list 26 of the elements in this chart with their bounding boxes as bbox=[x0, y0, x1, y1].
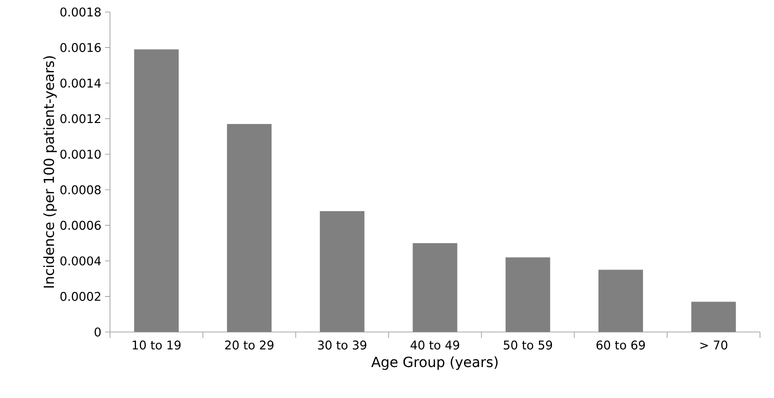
bar bbox=[412, 243, 458, 332]
y-tick-label: 0.0004 bbox=[60, 256, 101, 266]
y-tick-label: 0.0002 bbox=[60, 292, 100, 301]
y-tick-label: 0.0012 bbox=[60, 114, 100, 124]
y-tick-label: 0.0014 bbox=[60, 78, 101, 88]
x-tick-label: 40 to 49 bbox=[410, 340, 460, 350]
y-tick-label: 0.0018 bbox=[60, 7, 101, 17]
y-tick-label: 0.0006 bbox=[60, 220, 101, 230]
x-axis-title: Age Group (years) bbox=[371, 356, 498, 370]
bar bbox=[134, 49, 179, 332]
x-tick-label: 50 to 59 bbox=[504, 340, 552, 350]
y-tick-label: 0.0016 bbox=[60, 43, 101, 52]
x-tick-label: 60 to 69 bbox=[596, 340, 645, 350]
bar bbox=[691, 302, 736, 332]
bar bbox=[506, 257, 550, 332]
x-tick-label: > 70 bbox=[700, 340, 728, 350]
bar bbox=[598, 270, 644, 332]
bar bbox=[320, 211, 364, 332]
y-tick-label: 0 bbox=[94, 327, 101, 337]
y-tick-label: 0.0008 bbox=[60, 185, 101, 194]
y-axis-title: Incidence (per 100 patient-years) bbox=[43, 56, 57, 288]
x-tick-label: 20 to 29 bbox=[225, 340, 274, 350]
x-tick-label: 30 to 39 bbox=[318, 340, 366, 350]
bar bbox=[227, 124, 272, 332]
y-tick-label: 0.0010 bbox=[60, 150, 101, 159]
x-tick-label: 10 to 19 bbox=[132, 340, 181, 350]
